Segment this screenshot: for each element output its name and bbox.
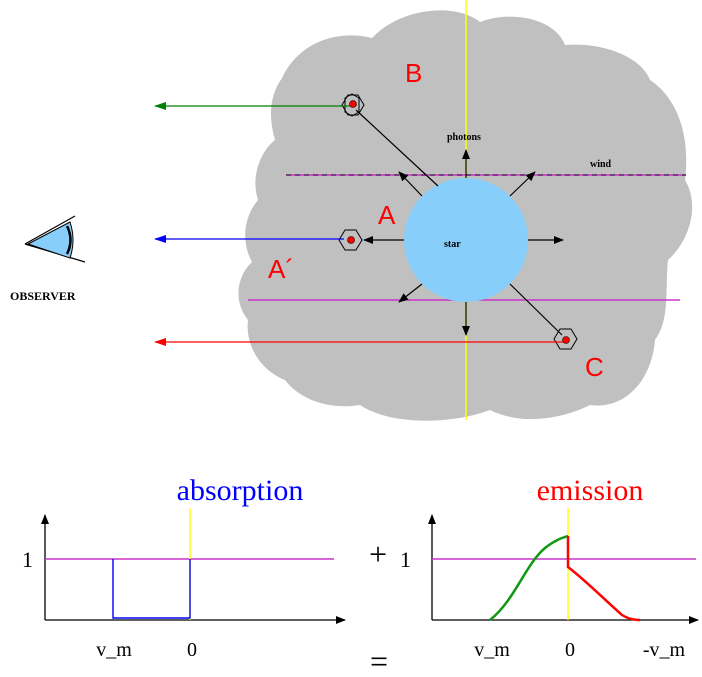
label-region-a-prime: A´ xyxy=(268,254,294,284)
atom-b xyxy=(341,93,365,117)
equals-operator: = xyxy=(370,643,388,677)
photon-arrows xyxy=(355,109,564,336)
label-photons: photons xyxy=(447,132,481,143)
label-observer: OBSERVER xyxy=(10,289,76,303)
absorption-y-tick: 1 xyxy=(22,547,33,572)
emission-y-tick: 1 xyxy=(400,547,411,572)
star-disk xyxy=(404,178,528,302)
emission-x-tick-zero: 0 xyxy=(565,639,575,661)
atom-a xyxy=(338,229,363,251)
label-region-b: B xyxy=(405,58,422,88)
absorption-x-tick-zero: 0 xyxy=(187,639,197,661)
emission-axes xyxy=(428,514,699,624)
label-region-c: C xyxy=(585,352,604,382)
absorption-x-tick-vm: v_m xyxy=(96,639,132,661)
photon-arrow-upleft xyxy=(398,171,423,197)
plus-operator: + xyxy=(369,536,387,572)
emission-x-tick-vm: v_m xyxy=(474,639,510,661)
emission-profile-blue-side xyxy=(489,534,569,621)
observer-eye-icon xyxy=(24,215,86,263)
absorption-axes xyxy=(41,514,346,624)
photon-arrow-downleft xyxy=(398,283,423,303)
atom-c xyxy=(553,328,578,350)
photon-arrow-upright xyxy=(509,171,536,197)
label-wind: wind xyxy=(590,159,612,170)
absorption-title: absorption xyxy=(177,474,304,507)
photon-arrow-downright xyxy=(509,283,563,336)
label-star: star xyxy=(444,239,461,250)
absorption-profile xyxy=(112,559,191,619)
photon-line-to-b xyxy=(355,109,439,187)
label-region-a: A xyxy=(378,200,396,230)
emission-x-tick-neg-vm: -v_m xyxy=(643,639,686,661)
emission-title: emission xyxy=(537,474,644,507)
emission-profile-red-side xyxy=(566,536,641,622)
